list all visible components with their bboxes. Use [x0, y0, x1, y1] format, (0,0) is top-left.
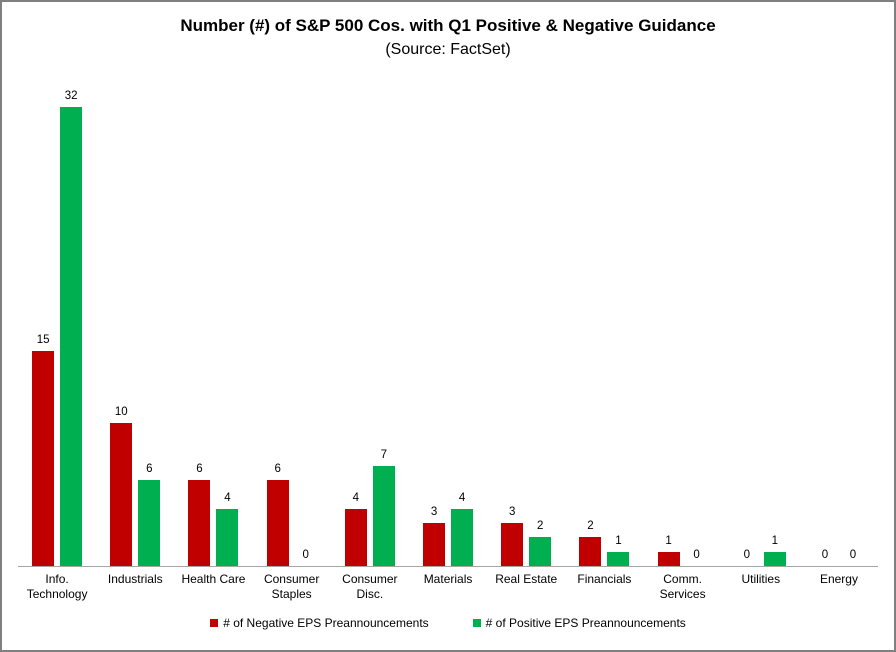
bar-unit: 0: [295, 549, 317, 566]
x-axis-label: Consumer Staples: [263, 572, 320, 601]
bar-unit: 6: [188, 463, 211, 566]
category-group: 15 32: [18, 76, 96, 566]
bar: [110, 423, 133, 566]
bar: [266, 480, 289, 566]
x-axis-label: Utilities: [741, 572, 781, 586]
bar-value-label: 0: [743, 549, 750, 561]
bar-value-label: 3: [430, 506, 438, 518]
bar-value-label: 0: [693, 549, 700, 561]
x-axis-label: Energy: [819, 572, 858, 586]
bar: [188, 480, 211, 566]
bar: [763, 552, 786, 566]
bar-unit: 0: [842, 549, 864, 566]
legend-swatch-icon: [210, 619, 219, 627]
category-group: 10 6: [96, 76, 174, 566]
bar-unit: 3: [423, 506, 446, 566]
bar-value-label: 6: [146, 463, 153, 475]
bar-unit: 4: [344, 492, 367, 566]
bar-value-label: 4: [224, 492, 231, 504]
legend-swatch-icon: [472, 619, 481, 627]
bar-unit: 7: [372, 449, 395, 566]
bar-unit: 4: [451, 492, 474, 566]
x-axis-label: Comm. Services: [659, 572, 706, 601]
bar-unit: 3: [501, 506, 524, 566]
bar: [216, 509, 239, 566]
bar: [607, 552, 630, 566]
bar: [579, 537, 602, 566]
bar-value-label: 15: [36, 334, 50, 346]
x-axis-label: Health Care: [181, 572, 246, 586]
chart-subtitle: (Source: FactSet): [385, 41, 511, 58]
bar: [451, 509, 474, 566]
bar-value-label: 6: [196, 463, 203, 475]
bar: [529, 537, 552, 566]
bar-value-label: 2: [537, 520, 544, 532]
bar-value-label: 4: [352, 492, 360, 504]
bar-unit: 0: [814, 549, 836, 566]
legend-item: # of Negative EPS Preannouncements: [210, 616, 429, 630]
bar-unit: 15: [32, 334, 55, 566]
bar-unit: 6: [266, 463, 289, 566]
bar: [423, 523, 446, 566]
bar-value-label: 2: [587, 520, 594, 532]
bar: [32, 351, 55, 566]
bar-unit: 4: [216, 492, 239, 566]
bar-value-label: 10: [114, 406, 128, 418]
x-axis-label: Real Estate: [495, 572, 558, 586]
x-axis-label: Consumer Disc.: [342, 572, 398, 601]
bar-value-label: 1: [615, 535, 622, 547]
bar: [657, 552, 680, 566]
legend-item: # of Positive EPS Preannouncements: [472, 616, 686, 630]
bar-unit: 6: [138, 463, 161, 566]
bar-value-label: 0: [821, 549, 829, 561]
bar: [60, 107, 83, 566]
bar-unit: 10: [110, 406, 133, 566]
bar-unit: 2: [579, 520, 602, 566]
plot-wrap: 15 32 10 6 6 4 6 0 4 7 3 4 3 2 2 1 1 0 0 1 0 0 Info. Technolo…: [18, 76, 878, 602]
bar-value-label: 4: [458, 492, 466, 504]
bar-value-label: 7: [380, 449, 388, 461]
chart-header: Number (#) of S&P 500 Cos. with Q1 Posit…: [2, 2, 894, 62]
bar-value-label: 0: [302, 549, 309, 561]
bar-unit: 0: [686, 549, 708, 566]
bar-unit: 1: [657, 535, 680, 566]
x-axis-label: Industrials: [107, 572, 163, 586]
bar-chart-plot-area: 15 32 10 6 6 4 6 0 4 7 3 4 3 2 2 1 1 0 0 1 0 0: [18, 76, 878, 567]
bar-value-label: 3: [509, 506, 516, 518]
bar: [138, 480, 161, 566]
x-axis-label: Financials: [577, 572, 632, 586]
bar-value-label: 6: [274, 463, 281, 475]
chart-title: Number (#) of S&P 500 Cos. with Q1 Posit…: [180, 16, 716, 35]
bar-unit: 2: [529, 520, 552, 566]
bar: [372, 466, 395, 566]
bar-unit: 32: [60, 90, 83, 566]
legend-label: # of Positive EPS Preannouncements: [485, 616, 686, 630]
bar-value-label: 0: [849, 549, 857, 561]
legend-label: # of Negative EPS Preannouncements: [223, 616, 429, 630]
x-axis-label: Info. Technology: [26, 572, 88, 601]
bar-unit: 1: [607, 535, 630, 566]
chart-legend: # of Negative EPS Preannouncements # of P…: [2, 616, 894, 630]
x-axis-labels: Info. Technology Industrials Health Care Co…: [18, 572, 878, 602]
bar: [501, 523, 524, 566]
bar-unit: 0: [736, 549, 758, 566]
bar-unit: 1: [763, 535, 786, 566]
bar-value-label: 1: [771, 535, 778, 547]
x-axis-label: Materials: [423, 572, 473, 586]
bar-value-label: 1: [665, 535, 672, 547]
bar-value-label: 32: [64, 90, 78, 102]
bar: [344, 509, 367, 566]
